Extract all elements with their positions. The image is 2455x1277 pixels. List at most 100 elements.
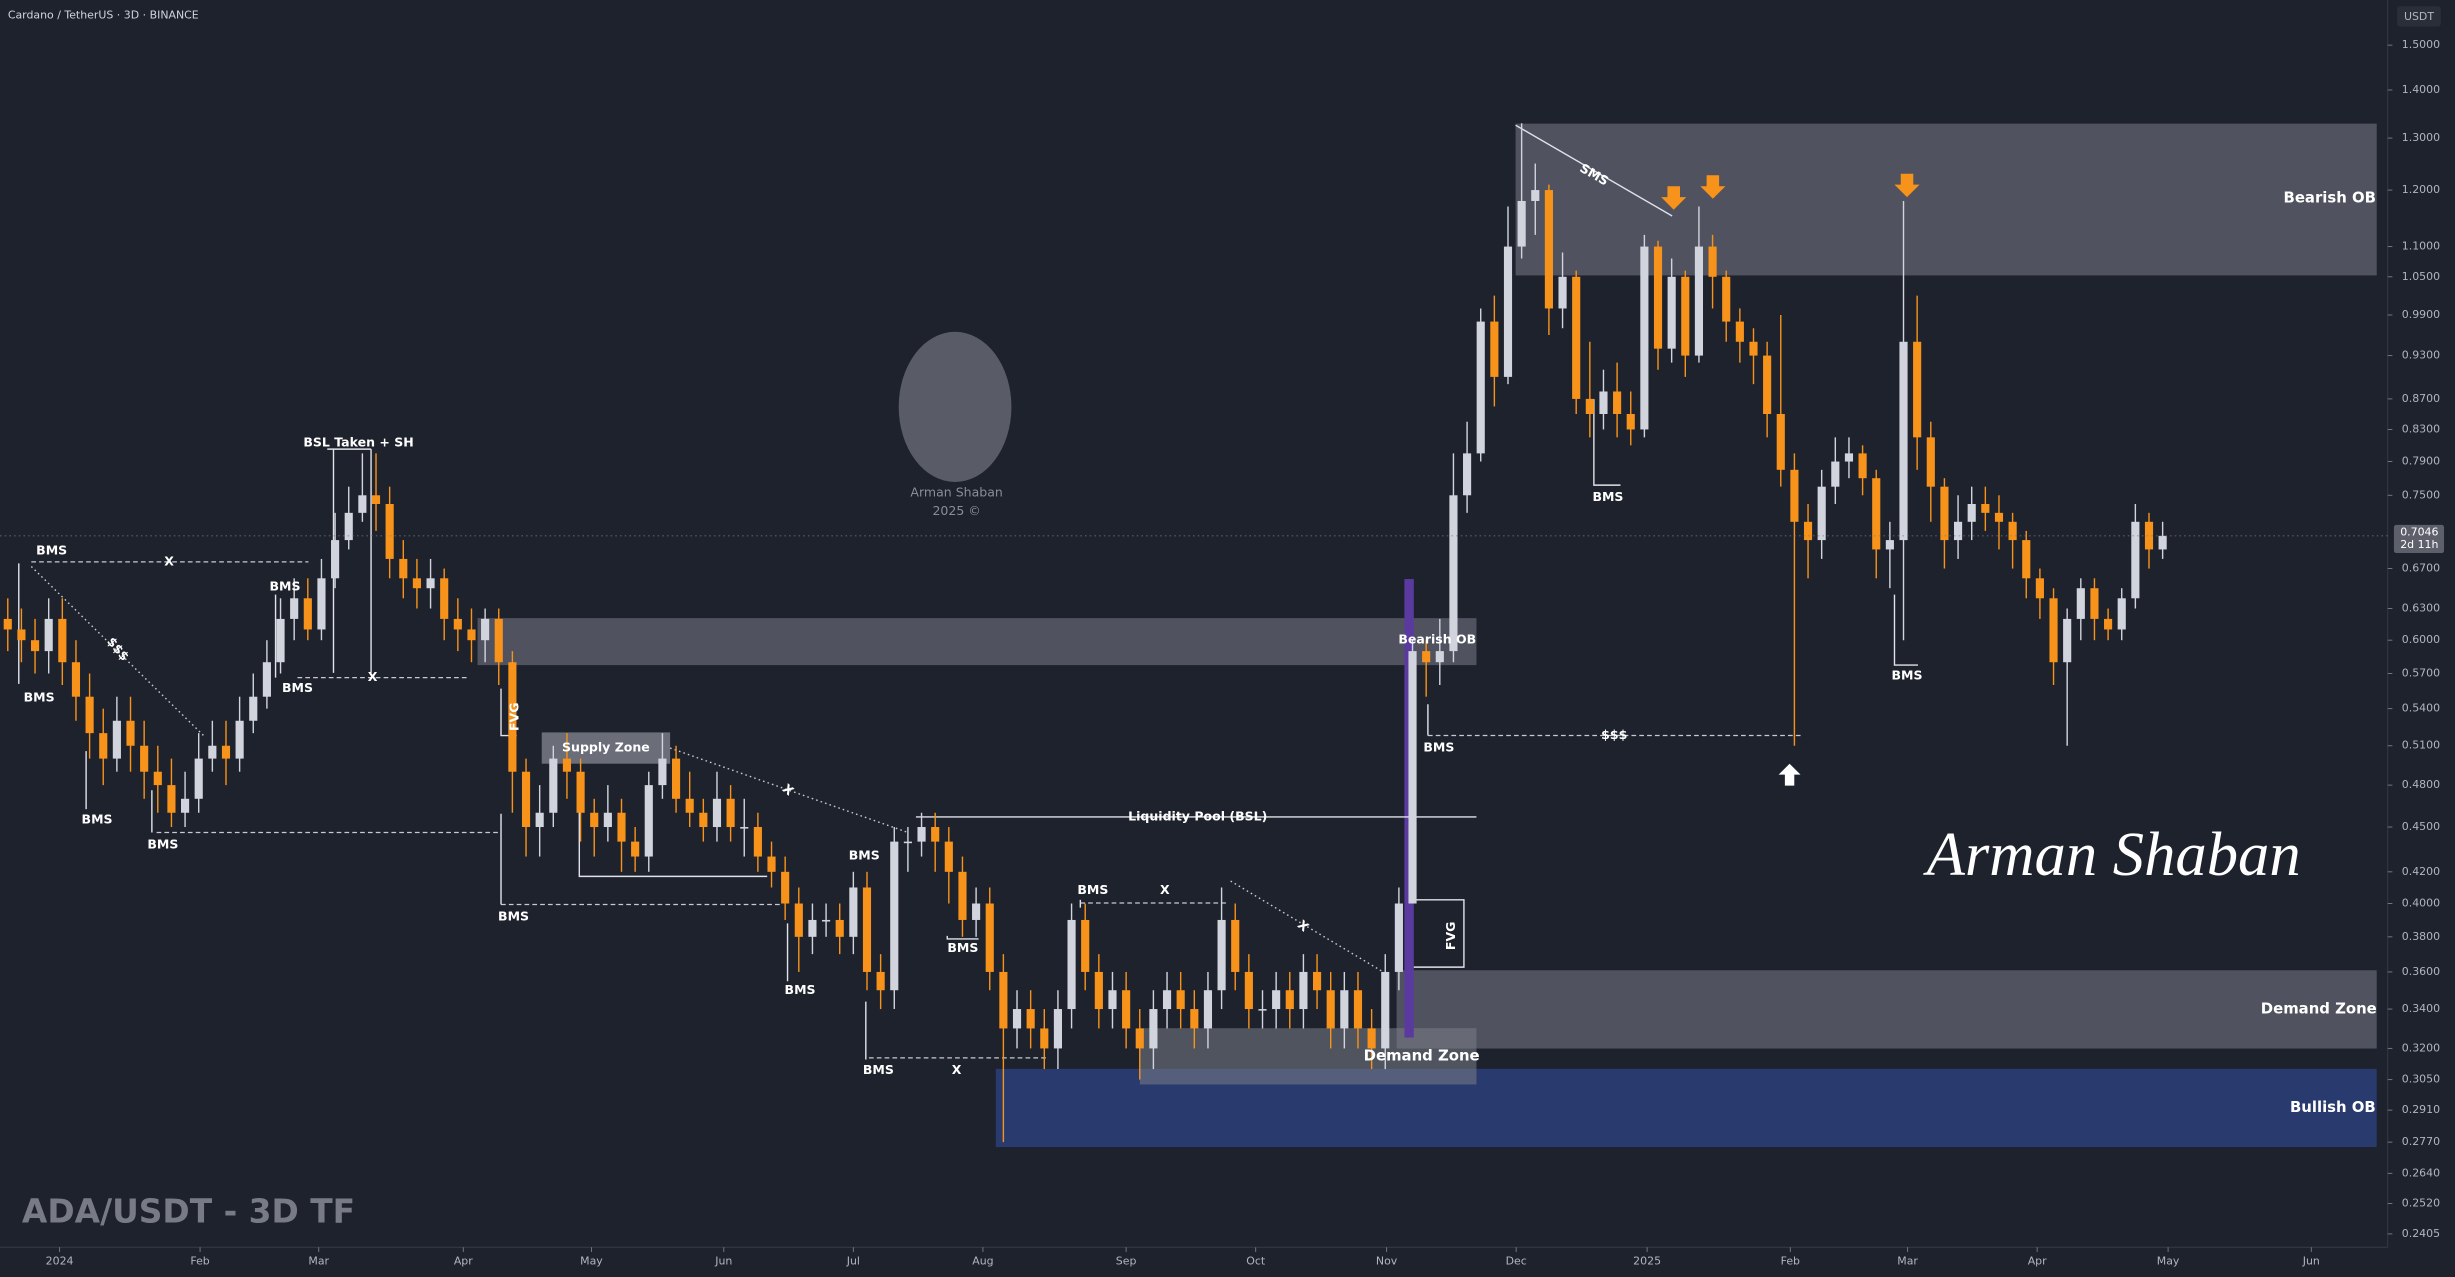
candle-body [235, 720, 244, 759]
candle-body [603, 812, 612, 828]
candle-body [903, 841, 912, 844]
demand-zone [1139, 1028, 1477, 1085]
candle-body [1544, 190, 1553, 309]
candle-body [1108, 990, 1117, 1010]
annotation: BMS [36, 542, 67, 557]
candle-body [1885, 540, 1894, 550]
candle-body [1899, 341, 1908, 541]
annotation: BMS [1891, 668, 1922, 683]
annotation: Liquidity Pool (BSL) [1128, 808, 1267, 823]
candle-body [494, 618, 503, 663]
candle-body [1490, 321, 1499, 377]
candle-body [549, 758, 558, 813]
y-tick-label: 1.1000 [2402, 240, 2440, 253]
candle-body [794, 903, 803, 937]
candle-body [1326, 990, 1335, 1029]
bearish-ob-zone [477, 618, 1477, 666]
candle-body [562, 758, 572, 772]
candle-body [1299, 971, 1308, 1010]
y-tick-label: 0.8700 [2402, 392, 2440, 405]
candle-body [2008, 521, 2017, 541]
price-axis-panel [2387, 0, 2455, 1277]
candle-body [862, 887, 872, 972]
candle-body [1967, 504, 1976, 522]
candle-body [1981, 504, 1990, 513]
candle-body [999, 971, 1008, 1029]
candle-body [481, 618, 490, 641]
annotation: Bullish OB [2290, 1098, 2376, 1116]
candle-body [1408, 651, 1417, 904]
candle-body [1162, 990, 1172, 1010]
candle-body [1463, 453, 1472, 496]
level-line [578, 798, 768, 878]
candle-body [1340, 990, 1349, 1029]
candle-body [2022, 540, 2031, 579]
candle-body [112, 720, 121, 759]
candle-body [890, 841, 899, 991]
watermark-logo [898, 331, 1012, 483]
watermark-text: Arman Shaban [910, 484, 1002, 499]
candle-body [726, 798, 735, 828]
annotation: BMS [1077, 882, 1108, 897]
candle-body [1599, 391, 1608, 415]
candle-body [767, 856, 776, 872]
candle-body [1422, 651, 1431, 663]
candle-body [1572, 276, 1581, 399]
y-tick-label: 0.4500 [2402, 820, 2440, 833]
candle-body [876, 971, 885, 991]
y-tick-label: 1.3000 [2402, 131, 2440, 144]
y-tick-label: 0.5700 [2402, 667, 2440, 680]
y-tick-label: 1.4000 [2402, 83, 2440, 96]
trend-line [1230, 880, 1386, 975]
candle-body [1926, 437, 1935, 487]
candle-body [2035, 578, 2044, 599]
candle-body [1749, 341, 1758, 356]
annotation: Supply Zone [562, 740, 650, 755]
annotation: X [368, 669, 378, 684]
candle-body [467, 629, 476, 641]
annotation: BMS [785, 982, 816, 997]
candle-body [1531, 190, 1540, 201]
candle-body [1558, 276, 1567, 309]
candle-body [1122, 990, 1131, 1029]
annotation: Bearish OB [2284, 189, 2376, 207]
y-tick-label: 0.7900 [2402, 455, 2440, 468]
candle-body [44, 618, 53, 652]
candle-body [1367, 1028, 1376, 1049]
y-tick-label: 0.9300 [2402, 349, 2440, 362]
candle-body [671, 758, 681, 799]
y-tick-label: 0.6700 [2402, 562, 2440, 575]
signature: Arman Shaban [1923, 819, 2301, 889]
x-tick-label: Mar [308, 1254, 329, 1267]
annotation: X [1160, 882, 1170, 897]
candle-body [453, 618, 462, 630]
y-tick-label: 0.8300 [2402, 422, 2440, 435]
candle-body [590, 812, 599, 828]
watermark-text: 2025 © [932, 503, 980, 518]
candle-body [426, 578, 435, 589]
candle-body [2104, 618, 2113, 630]
candle-body [2076, 588, 2085, 619]
candle-body [1640, 246, 1649, 430]
annotation: BMS [1423, 740, 1454, 755]
annotation: Demand Zone [1364, 1046, 1480, 1064]
candle-body [99, 733, 108, 759]
candle-body [1503, 246, 1513, 377]
candle-body [1435, 651, 1444, 663]
candle-body [958, 871, 967, 920]
bracket-line [1593, 399, 1918, 666]
x-tick-label: Apr [2028, 1254, 2047, 1267]
candle-body [221, 745, 231, 759]
candle-body [1449, 495, 1458, 652]
candle-body [1067, 919, 1076, 1010]
candle-body [1953, 521, 1963, 541]
candle-body [944, 841, 953, 872]
candle-body [1681, 276, 1690, 356]
candle-body [3, 618, 12, 630]
annotation: BMS [269, 578, 300, 593]
candle-body [1012, 1009, 1022, 1029]
annotation: X [952, 1062, 962, 1077]
y-tick-label: 1.0500 [2402, 270, 2440, 283]
x-tick-label: 2024 [46, 1254, 74, 1267]
x-tick-label: Aug [972, 1254, 993, 1267]
